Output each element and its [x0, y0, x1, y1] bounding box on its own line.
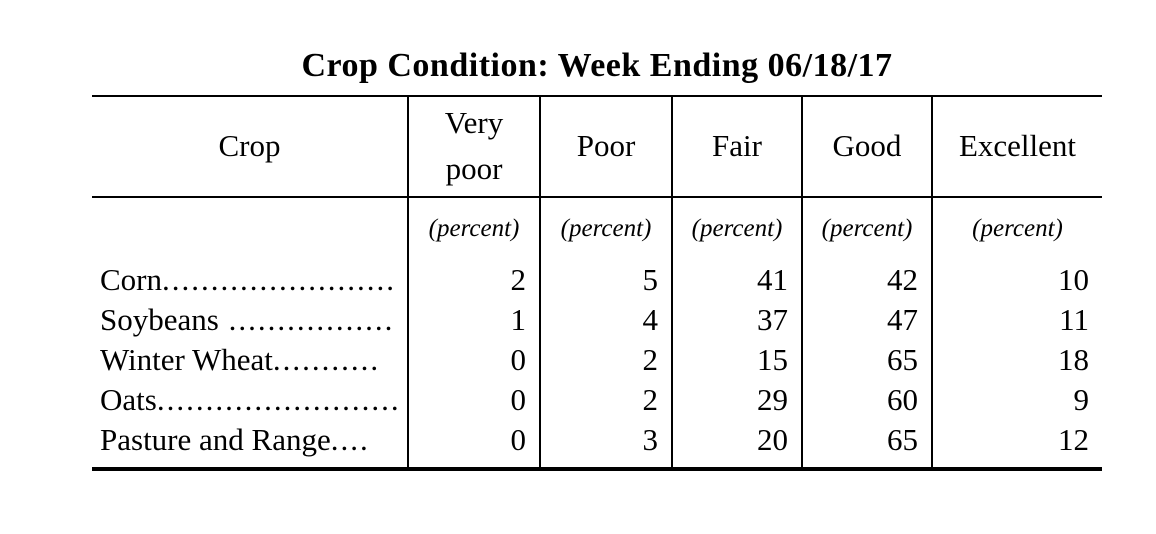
column-header-fair: Fair — [671, 95, 802, 198]
column-header-excellent: Excellent — [931, 95, 1102, 198]
spacer-cell — [92, 460, 408, 469]
crop-label: Pasture and Range — [100, 421, 331, 457]
crop-label: Oats — [100, 381, 157, 417]
dot-leader: .... — [330, 421, 370, 457]
value-poor: 3 — [539, 419, 672, 460]
crop-label: Soybeans — [100, 301, 219, 337]
value-good: 65 — [801, 339, 932, 380]
value-very-poor: 0 — [407, 419, 540, 460]
crop-label: Corn — [100, 261, 162, 297]
table-header-row: Crop Very poor Poor Fair Good Excellent — [92, 95, 1102, 198]
column-header-crop: Crop — [92, 95, 408, 198]
value-excellent: 9 — [931, 379, 1102, 420]
column-header-poor: Poor — [539, 95, 672, 198]
value-excellent: 10 — [931, 259, 1102, 300]
value-fair: 20 — [671, 419, 802, 460]
dot-leader: ........... — [272, 341, 381, 377]
table-row-soybeans: Soybeans ................. 1 4 37 47 11 — [92, 299, 1102, 340]
unit-label-fair: (percent) — [671, 196, 802, 260]
value-very-poor: 1 — [407, 299, 540, 340]
dot-leader: ................. — [218, 301, 395, 337]
value-poor: 2 — [539, 379, 672, 420]
unit-label-poor: (percent) — [539, 196, 672, 260]
table-row-corn: Corn........................ 2 5 41 42 1… — [92, 259, 1102, 300]
column-header-very-poor: Very poor — [407, 95, 540, 198]
crop-label: Winter Wheat — [100, 341, 273, 377]
value-poor: 2 — [539, 339, 672, 380]
spacer-cell — [407, 459, 540, 469]
unit-label-good: (percent) — [801, 196, 932, 260]
crop-name-cell: Winter Wheat........... — [92, 340, 408, 380]
spacer-cell — [801, 459, 932, 469]
crop-name-cell: Pasture and Range.... — [92, 420, 408, 460]
value-excellent: 12 — [931, 419, 1102, 460]
crop-name-cell: Corn........................ — [92, 260, 408, 300]
crop-name-cell: Soybeans ................. — [92, 300, 408, 340]
value-very-poor: 2 — [407, 259, 540, 300]
value-excellent: 18 — [931, 339, 1102, 380]
value-fair: 41 — [671, 259, 802, 300]
value-very-poor: 0 — [407, 379, 540, 420]
value-poor: 5 — [539, 259, 672, 300]
table-row-pasture-and-range: Pasture and Range.... 0 3 20 65 12 — [92, 419, 1102, 460]
value-good: 65 — [801, 419, 932, 460]
value-poor: 4 — [539, 299, 672, 340]
value-good: 47 — [801, 299, 932, 340]
table-spacer-row — [92, 459, 1102, 469]
crop-condition-report: Crop Condition: Week Ending 06/18/17 Cro… — [92, 0, 1102, 471]
unit-cell-empty — [92, 197, 408, 260]
value-fair: 29 — [671, 379, 802, 420]
unit-label-excellent: (percent) — [931, 196, 1102, 260]
dot-leader: ........................ — [162, 261, 396, 297]
unit-row: (percent) (percent) (percent) (percent) … — [92, 196, 1102, 260]
value-good: 42 — [801, 259, 932, 300]
column-header-good: Good — [801, 95, 932, 198]
value-fair: 37 — [671, 299, 802, 340]
report-title: Crop Condition: Week Ending 06/18/17 — [301, 47, 893, 84]
value-very-poor: 0 — [407, 339, 540, 380]
table-row-winter-wheat: Winter Wheat........... 0 2 15 65 18 — [92, 339, 1102, 380]
table-row-oats: Oats......................... 0 2 29 60 … — [92, 379, 1102, 420]
spacer-cell — [931, 459, 1102, 469]
value-excellent: 11 — [931, 299, 1102, 340]
crop-condition-table: Crop Very poor Poor Fair Good Excellent … — [92, 94, 1102, 471]
dot-leader: ......................... — [156, 381, 401, 417]
value-fair: 15 — [671, 339, 802, 380]
spacer-cell — [671, 459, 802, 469]
crop-name-cell: Oats......................... — [92, 380, 408, 420]
spacer-cell — [539, 459, 672, 469]
value-good: 60 — [801, 379, 932, 420]
unit-label-very-poor: (percent) — [407, 196, 540, 260]
